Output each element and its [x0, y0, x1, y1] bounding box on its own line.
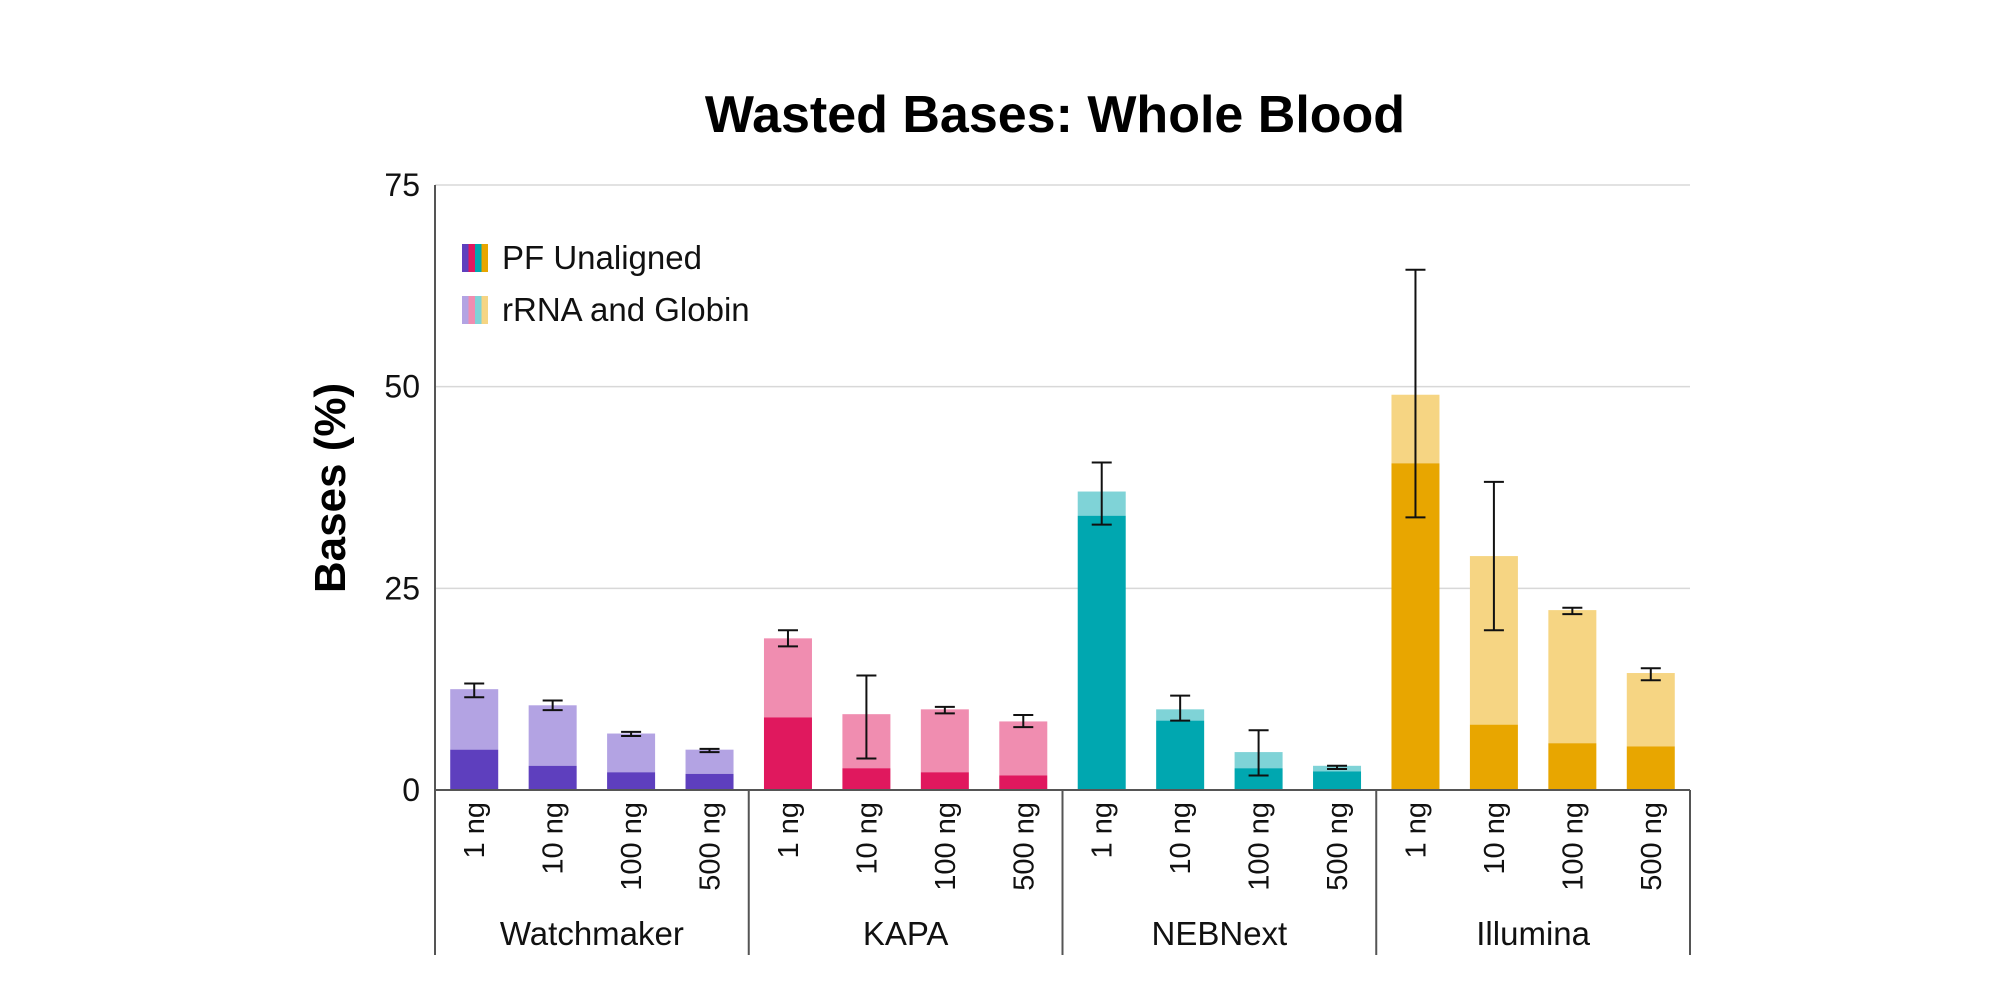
- bar-pf-unaligned: [920, 772, 969, 790]
- x-tick-label: 10 ng: [851, 802, 883, 875]
- chart-title: Wasted Bases: Whole Blood: [705, 86, 1405, 144]
- legend-swatch-pf-unaligned: [462, 244, 488, 272]
- bar-rrna-globin: [763, 638, 812, 718]
- bar-rrna-globin: [685, 749, 734, 774]
- x-tick-label: 500 ng: [1322, 802, 1354, 891]
- bar-rrna-globin: [920, 709, 969, 773]
- bar-pf-unaligned: [607, 772, 656, 790]
- x-tick-label: 1 ng: [773, 802, 805, 858]
- legend-swatch-stripe: [481, 296, 488, 324]
- x-tick-label: 100 ng: [1244, 802, 1276, 891]
- legend-label-rrna-globin: rRNA and Globin: [502, 291, 750, 328]
- axis-layer: 0 25 50 75 Watchmaker 1 ng 10 ng 100 ng 500 ng KA…: [384, 167, 1691, 955]
- bar-pf-unaligned: [528, 765, 577, 790]
- x-tick-label: 100 ng: [930, 802, 962, 891]
- legend-swatch-stripe: [462, 244, 469, 272]
- group-label-watchmaker: Watchmaker: [500, 915, 684, 952]
- y-tick-label-50: 50: [384, 369, 420, 405]
- bar-pf-unaligned: [763, 717, 812, 790]
- bar-pf-unaligned: [999, 775, 1048, 790]
- y-tick-label-75: 75: [384, 167, 420, 203]
- x-tick-label: 1 ng: [459, 802, 491, 858]
- bar-rrna-globin: [1548, 610, 1597, 744]
- bar-pf-unaligned: [1626, 746, 1675, 790]
- bar-pf-unaligned: [1548, 743, 1597, 790]
- legend-swatch-rrna-globin: [462, 296, 488, 324]
- x-tick-label: 10 ng: [1479, 802, 1511, 875]
- bar-rrna-globin: [528, 705, 577, 766]
- legend-swatch-stripe: [481, 244, 488, 272]
- bar-pf-unaligned: [1313, 771, 1362, 790]
- x-tick-label: 500 ng: [1008, 802, 1040, 891]
- x-tick-label: 1 ng: [1400, 802, 1432, 858]
- bar-rrna-globin: [607, 733, 656, 773]
- group-label-nebnext: NEBNext: [1152, 915, 1288, 952]
- legend-swatch-stripe: [462, 296, 469, 324]
- bar-rrna-globin: [450, 689, 499, 750]
- bar-pf-unaligned: [1234, 768, 1283, 790]
- legend-label-pf-unaligned: PF Unaligned: [502, 239, 702, 276]
- legend-swatch-stripe: [468, 244, 475, 272]
- legend-swatch-stripe: [468, 296, 475, 324]
- legend: PF Unaligned rRNA and Globin: [462, 239, 750, 328]
- x-tick-label: 500 ng: [1636, 802, 1668, 891]
- bar-pf-unaligned: [842, 768, 891, 790]
- bar-rrna-globin: [999, 721, 1048, 776]
- group-label-kapa: KAPA: [863, 915, 949, 952]
- bar-pf-unaligned: [1156, 720, 1205, 790]
- x-tick-label: 10 ng: [538, 802, 570, 875]
- y-axis-label: Bases (%): [306, 383, 355, 593]
- legend-swatch-stripe: [475, 244, 482, 272]
- bars-layer: [450, 268, 1675, 790]
- x-tick-label: 500 ng: [695, 802, 727, 891]
- x-tick-label: 100 ng: [1557, 802, 1589, 891]
- x-tick-label: 10 ng: [1165, 802, 1197, 875]
- x-tick-label: 1 ng: [1087, 802, 1119, 858]
- bar-pf-unaligned: [685, 773, 734, 790]
- bar-pf-unaligned: [1469, 724, 1518, 790]
- bar-pf-unaligned: [1077, 515, 1126, 790]
- group-label-illumina: Illumina: [1476, 915, 1590, 952]
- legend-swatch-stripe: [475, 296, 482, 324]
- x-tick-label: 100 ng: [616, 802, 648, 891]
- bar-pf-unaligned: [450, 749, 499, 790]
- bar-rrna-globin: [1626, 673, 1675, 747]
- y-tick-label-25: 25: [384, 570, 420, 606]
- y-tick-label-0: 0: [402, 772, 420, 808]
